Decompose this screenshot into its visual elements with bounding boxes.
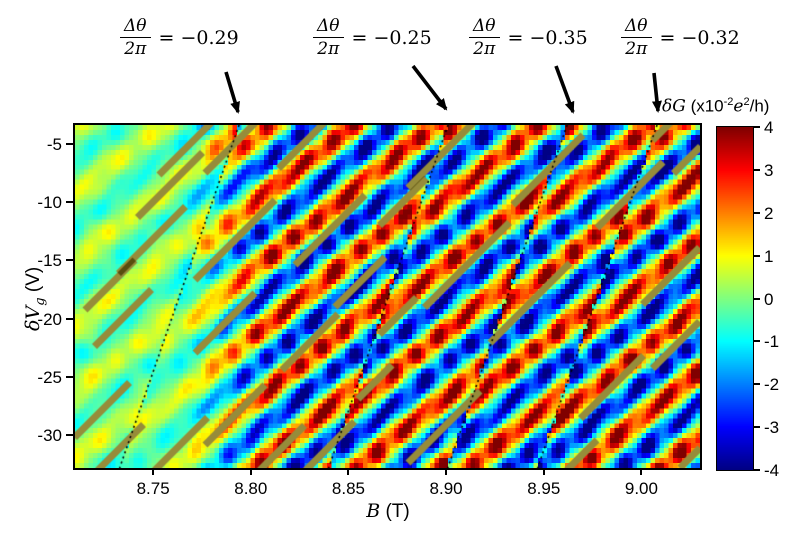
annotation-arrow-1: [224, 71, 240, 114]
colorbar-tick-mark: [753, 297, 760, 300]
colorbar-tick-label: 2: [764, 203, 774, 223]
colorbar-unit-close: /h): [749, 96, 770, 116]
phase-annotation-4: Δθ 2π = −0.32: [621, 16, 740, 60]
x-axis-unit: (T): [380, 501, 410, 522]
x-tick-mark: [542, 468, 545, 475]
x-tick-label: 8.75: [136, 479, 170, 498]
y-tick-mark: [66, 259, 73, 262]
colorbar-unit-open: (x10: [685, 96, 724, 116]
colorbar-tick-mark: [753, 383, 760, 386]
x-axis-title: B (T): [308, 500, 468, 523]
x-tick-label: 9.00: [624, 479, 658, 498]
phase-shift-value: = −0.35: [507, 26, 588, 49]
x-tick-label: 8.90: [429, 479, 463, 498]
x-tick-mark: [152, 468, 155, 475]
colorbar-tick-label: -3: [764, 418, 780, 438]
annotation-arrow-3: [554, 65, 575, 114]
x-tick-mark: [640, 468, 643, 475]
y-axis-subscript: g: [32, 297, 48, 306]
x-axis-variable: B: [366, 500, 381, 522]
y-tick-label: -25: [37, 368, 62, 387]
colorbar-tick-mark: [753, 168, 760, 171]
colorbar-tick-mark: [753, 340, 760, 343]
y-tick-label: -20: [37, 309, 62, 329]
phase-annotation-3: Δθ 2π = −0.35: [469, 16, 588, 60]
x-tick-mark: [249, 468, 252, 475]
x-tick-label: 8.85: [331, 479, 365, 498]
colorbar-exponent-2: 2: [743, 96, 750, 108]
annotation-arrow-4: [651, 72, 662, 113]
delta-theta-fraction: Δθ 2π: [621, 16, 652, 60]
colorbar-exponent-1: -2: [723, 96, 734, 108]
x-tick-label: 8.80: [234, 479, 268, 498]
phase-annotation-1: Δθ 2π = −0.29: [120, 16, 239, 60]
colorbar-tick-mark: [753, 126, 760, 128]
colorbar-tick-label: 0: [764, 289, 774, 309]
x-tick-label: 8.95: [527, 479, 561, 498]
phase-shift-value: = −0.29: [158, 26, 239, 49]
y-tick-label: -10: [37, 193, 62, 212]
phase-annotation-2: Δθ 2π = −0.25: [313, 16, 432, 60]
colorbar-tick-label: -2: [764, 375, 780, 395]
y-tick-mark: [66, 201, 73, 203]
x-tick-mark: [347, 468, 350, 475]
colorbar-tick-label: 3: [764, 160, 774, 180]
y-tick-label: -30: [37, 426, 62, 446]
delta-theta-fraction: Δθ 2π: [120, 16, 151, 60]
colorbar-tick-mark: [753, 426, 760, 429]
colorbar-tick-mark: [753, 211, 760, 214]
annotation-arrow-2: [411, 64, 448, 111]
phase-shift-value: = −0.32: [659, 26, 740, 49]
delta-theta-fraction: Δθ 2π: [469, 16, 500, 60]
colorbar-variable: G: [672, 96, 686, 117]
heatmap-overlay-canvas: [75, 125, 700, 468]
colorbar-title: δG (x10-2e2/h): [662, 96, 769, 117]
y-axis-variable: V: [22, 305, 45, 320]
colorbar-tick-label: 4: [764, 118, 774, 137]
colorbar-tick-label: 1: [764, 246, 774, 266]
delta-theta-fraction: Δθ 2π: [313, 16, 344, 60]
colorbar-tick-mark: [753, 469, 760, 471]
y-tick-mark: [66, 317, 73, 320]
y-tick-label: -5: [46, 134, 62, 154]
colorbar-tick-label: -1: [764, 332, 780, 352]
colorbar-tick-label: -4: [764, 461, 780, 480]
y-axis-title: δVg (V): [22, 224, 48, 374]
y-axis-delta: δ: [22, 319, 45, 331]
y-axis-unit: (V): [23, 266, 45, 298]
x-tick-mark: [445, 468, 448, 475]
y-tick-mark: [66, 376, 73, 378]
colorbar-delta: δ: [662, 96, 673, 117]
y-tick-mark: [66, 434, 73, 437]
colorbar: [717, 127, 753, 470]
colorbar-tick-mark: [753, 254, 760, 257]
y-tick-label: -15: [37, 251, 62, 271]
phase-shift-value: = −0.25: [351, 26, 432, 49]
colorbar-e: e: [733, 96, 744, 117]
y-tick-mark: [66, 142, 73, 145]
